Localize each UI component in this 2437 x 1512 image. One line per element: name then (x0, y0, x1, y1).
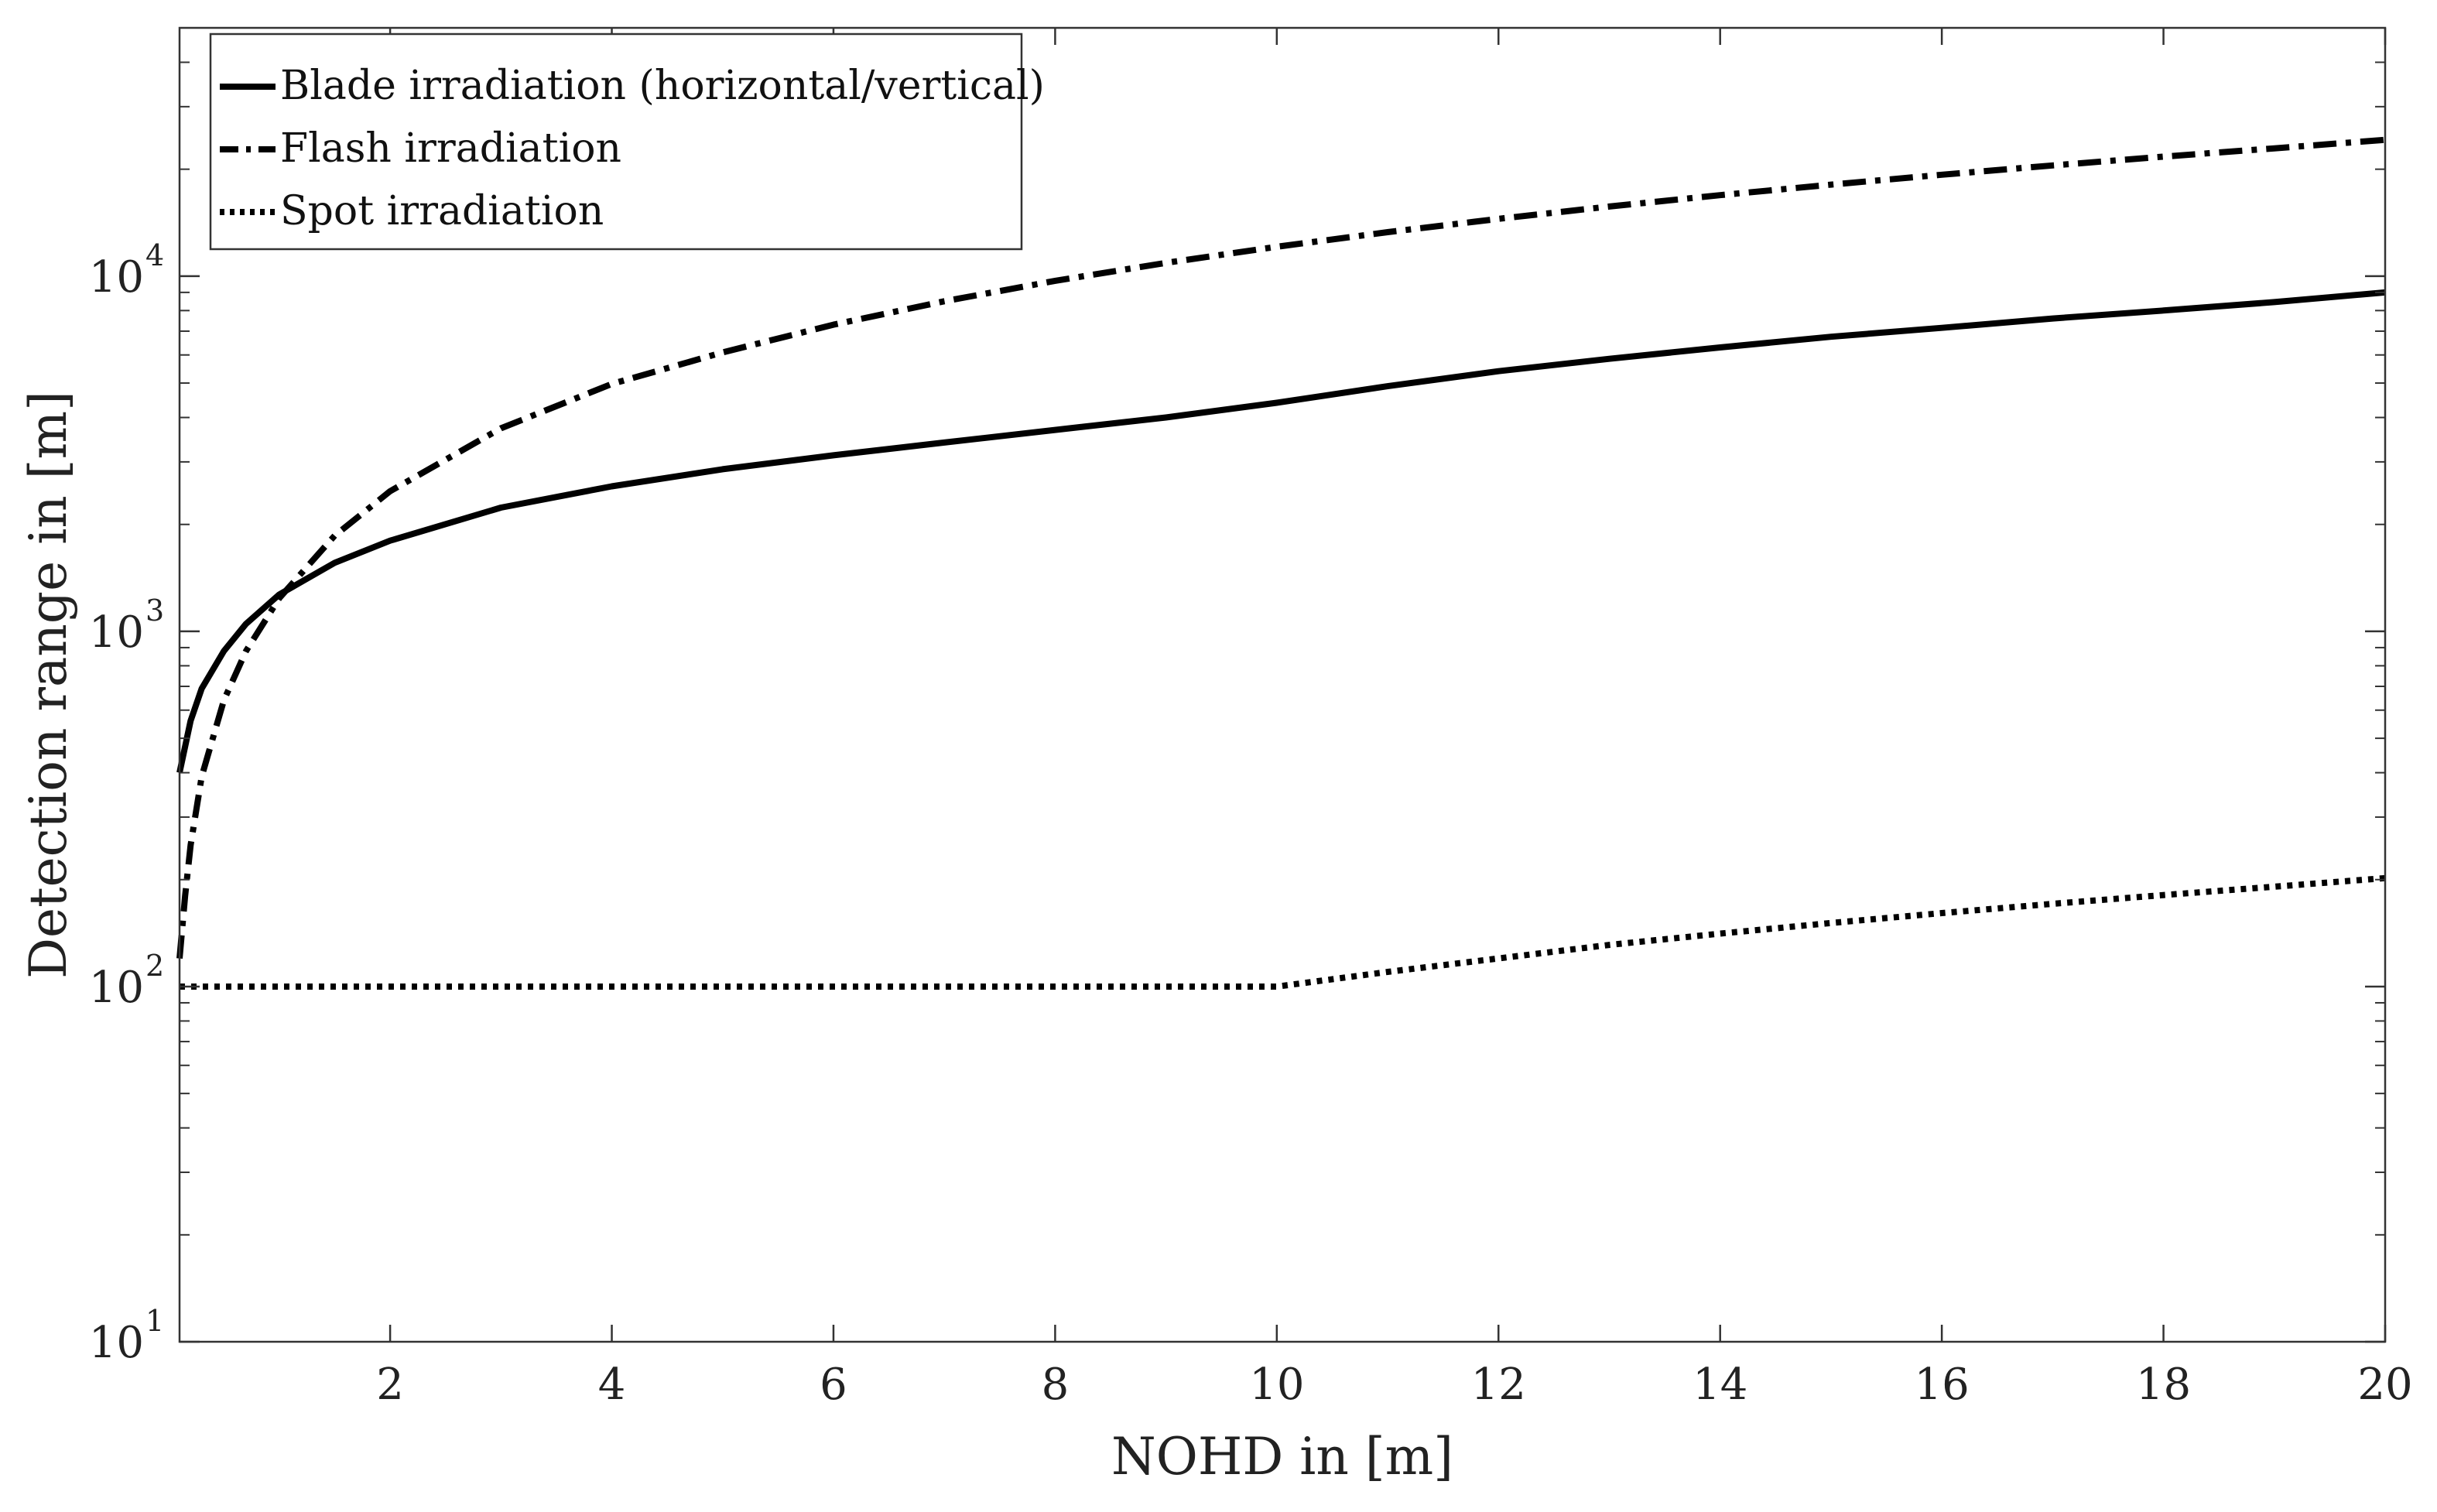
y-tick-label-exponent: 3 (145, 594, 164, 628)
y-tick-label: 10 1 (89, 1304, 164, 1368)
x-tick-label: 20 (2357, 1360, 2412, 1410)
plot-frame (178, 26, 2387, 1343)
x-tick-label: 2 (376, 1360, 404, 1410)
y-tick-label: 10 4 (89, 238, 164, 303)
series-line-1 (176, 136, 2386, 959)
y-tick-label: 10 2 (89, 949, 164, 1013)
x-tick-label: 6 (820, 1360, 847, 1410)
y-tick-label-base: 10 (89, 1318, 144, 1368)
x-tick-label: 10 (1249, 1360, 1304, 1410)
x-axis-title: NOHD in [m] (1111, 1427, 1453, 1486)
x-ticks-layer: 2 4 6 8 10 12 14 16 18 20 (376, 28, 2413, 1410)
y-tick-label-exponent: 2 (145, 949, 164, 983)
series-line-0 (176, 289, 2386, 774)
y-tick-label-exponent: 4 (145, 238, 164, 272)
legend-label-blade: Blade irradiation (horizontal/vertical) (280, 63, 1045, 109)
legend-label-flash: Flash irradiation (280, 125, 621, 172)
legend-box (209, 32, 1023, 251)
series-layer (176, 136, 2386, 990)
x-tick-label: 12 (1471, 1360, 1526, 1410)
x-tick-label: 16 (1915, 1360, 1970, 1410)
legend: Blade irradiation (horizontal/vertical) … (209, 32, 1045, 251)
x-tick-label: 4 (598, 1360, 626, 1410)
y-axis-title: Detection range in [m] (19, 391, 78, 979)
y-tick-label: 10 3 (89, 594, 164, 658)
y-tick-label-base: 10 (89, 252, 144, 303)
y-tick-label-exponent: 1 (145, 1304, 164, 1338)
legend-label-spot: Spot irradiation (280, 188, 604, 234)
y-tick-label-base: 10 (89, 963, 144, 1013)
x-tick-label: 14 (1693, 1360, 1747, 1410)
y-tick-label-base: 10 (89, 607, 144, 658)
minor-ticks-layer (180, 61, 2385, 1236)
x-tick-label: 8 (1042, 1360, 1070, 1410)
x-tick-label: 18 (2136, 1360, 2191, 1410)
